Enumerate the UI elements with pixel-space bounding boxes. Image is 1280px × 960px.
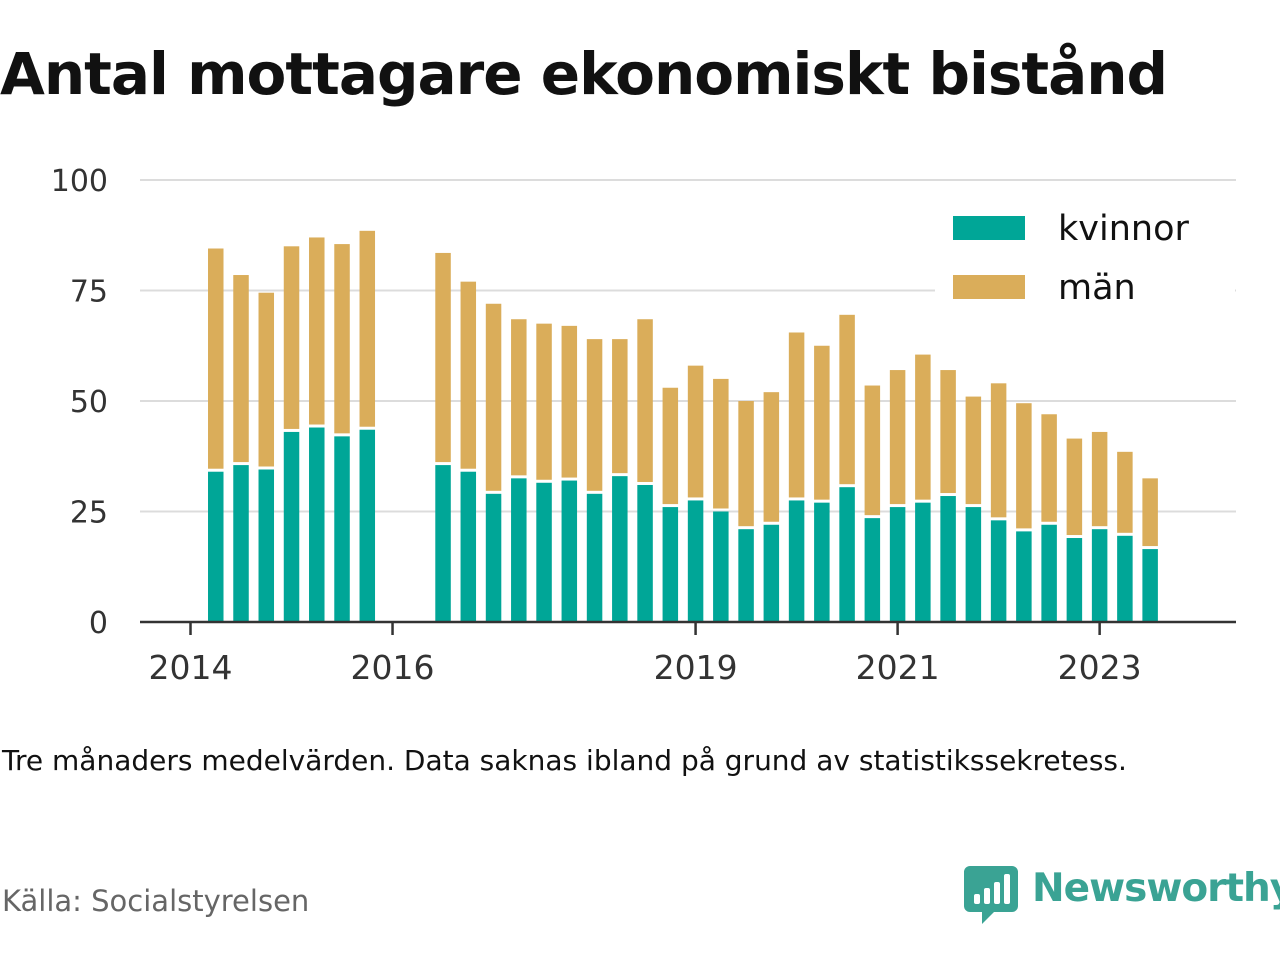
y-tick-label: 25: [70, 496, 108, 531]
x-tick-label: 2021: [856, 648, 940, 687]
stacked-bar-chart: 0 25 50 75 100 2014 2016 2019 2021 2023 kvinnor mä…: [51, 164, 1236, 687]
newsworthy-logo-icon: [964, 866, 1018, 924]
bar-man: [485, 303, 502, 491]
bar-kvinnor: [1142, 549, 1158, 622]
bar-kvinnor: [1041, 524, 1057, 622]
source-label: Källa: Socialstyrelsen: [2, 884, 310, 918]
bar-kvinnor: [612, 476, 628, 622]
bar-man: [536, 323, 552, 480]
bar-kvinnor: [990, 520, 1007, 622]
legend: kvinnor män: [935, 205, 1235, 308]
bar-kvinnor: [940, 496, 956, 622]
bar-kvinnor: [662, 507, 679, 622]
bar-man: [435, 252, 451, 463]
bar-kvinnor: [334, 436, 350, 622]
legend-label: kvinnor: [1058, 209, 1189, 249]
x-tick-label: 2023: [1058, 648, 1142, 687]
x-tick-label: 2014: [149, 648, 233, 687]
bar-kvinnor: [586, 493, 603, 622]
bar-man: [1041, 414, 1057, 522]
bar-kvinnor: [561, 480, 578, 622]
bar-kvinnor: [687, 500, 704, 622]
bar-man: [1117, 451, 1133, 533]
bar-man: [1016, 403, 1032, 529]
bar-man: [1091, 431, 1108, 527]
bar-man: [662, 387, 679, 505]
bar-kvinnor: [889, 507, 906, 622]
bar-man: [561, 325, 578, 478]
bar-kvinnor: [359, 429, 376, 622]
bar-man: [612, 339, 628, 474]
bar-man: [738, 401, 754, 527]
chart-note: Tre månaders medelvärden. Data saknas ib…: [2, 744, 1127, 777]
axes: 0 25 50 75 100 2014 2016 2019 2021 2023: [51, 164, 1236, 687]
bar-man: [460, 281, 477, 469]
bar-kvinnor: [536, 482, 552, 622]
bar-man: [940, 370, 956, 494]
bar-man: [233, 275, 249, 463]
bar-man: [788, 332, 805, 498]
bar-kvinnor: [839, 487, 855, 622]
bar-man: [1142, 478, 1158, 547]
bar-man: [889, 370, 906, 505]
bar-man: [864, 385, 881, 516]
bar-kvinnor: [713, 511, 729, 622]
bar-kvinnor: [258, 469, 275, 622]
bar-kvinnor: [915, 502, 931, 622]
x-tick-label: 2019: [654, 648, 738, 687]
bar-kvinnor: [788, 500, 805, 622]
bar-kvinnor: [233, 465, 249, 622]
bar-kvinnor: [283, 431, 300, 622]
y-tick-label: 0: [89, 606, 108, 641]
bars: [208, 230, 1158, 622]
bar-man: [990, 383, 1007, 518]
chart-title: Antal mottagare ekonomiskt bistånd: [0, 40, 1168, 108]
bar-man: [915, 354, 931, 500]
bar-kvinnor: [435, 465, 451, 622]
bar-man: [309, 237, 325, 425]
bar-man: [334, 244, 350, 434]
bar-kvinnor: [1016, 531, 1032, 622]
bar-man: [359, 230, 376, 427]
bar-man: [637, 319, 653, 482]
bar-kvinnor: [965, 507, 982, 622]
bar-kvinnor: [1066, 538, 1083, 622]
legend-label: män: [1058, 268, 1136, 308]
bar-kvinnor: [485, 493, 502, 622]
y-tick-label: 75: [70, 275, 108, 310]
bar-kvinnor: [511, 478, 527, 622]
bar-man: [763, 392, 780, 522]
bar-man: [1066, 438, 1083, 536]
bar-kvinnor: [814, 502, 830, 622]
y-tick-label: 100: [51, 164, 108, 199]
brand-name: Newsworthy: [1032, 866, 1280, 911]
bar-kvinnor: [1091, 529, 1108, 622]
bar-kvinnor: [637, 484, 653, 622]
bar-man: [965, 396, 982, 505]
bar-kvinnor: [864, 518, 881, 622]
bar-man: [258, 292, 275, 467]
bar-kvinnor: [738, 529, 754, 622]
legend-swatch: [953, 216, 1025, 240]
bar-man: [839, 314, 855, 485]
bar-kvinnor: [208, 471, 224, 622]
x-tick-label: 2016: [351, 648, 435, 687]
bar-man: [511, 319, 527, 476]
bar-man: [713, 378, 729, 509]
bar-man: [586, 339, 603, 491]
bar-man: [687, 365, 704, 498]
bar-man: [283, 246, 300, 429]
bar-man: [208, 248, 224, 469]
legend-swatch: [953, 275, 1025, 299]
y-tick-label: 50: [70, 385, 108, 420]
bar-man: [814, 345, 830, 500]
bar-kvinnor: [763, 524, 780, 622]
bar-kvinnor: [460, 471, 477, 622]
bar-kvinnor: [1117, 535, 1133, 622]
bar-kvinnor: [309, 427, 325, 622]
